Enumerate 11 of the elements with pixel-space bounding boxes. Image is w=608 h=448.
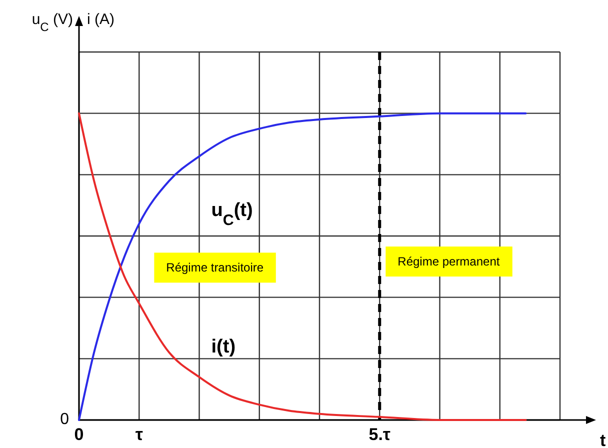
- annotation: Régime transitoire: [166, 260, 264, 275]
- text: u$_{C}$ (V): [32, 11, 73, 34]
- text: u$_{C}$(t): [211, 200, 253, 229]
- text: i (A): [87, 11, 114, 28]
- x-tick-label: 5.τ: [368, 425, 391, 444]
- text: 0: [60, 411, 70, 428]
- annotation: Régime permanent: [398, 254, 500, 269]
- x-axis-title: t: [600, 431, 606, 448]
- series-label: i(t): [211, 336, 236, 358]
- x-tick-label: 0: [74, 425, 84, 444]
- x-tick-label: τ: [135, 425, 144, 444]
